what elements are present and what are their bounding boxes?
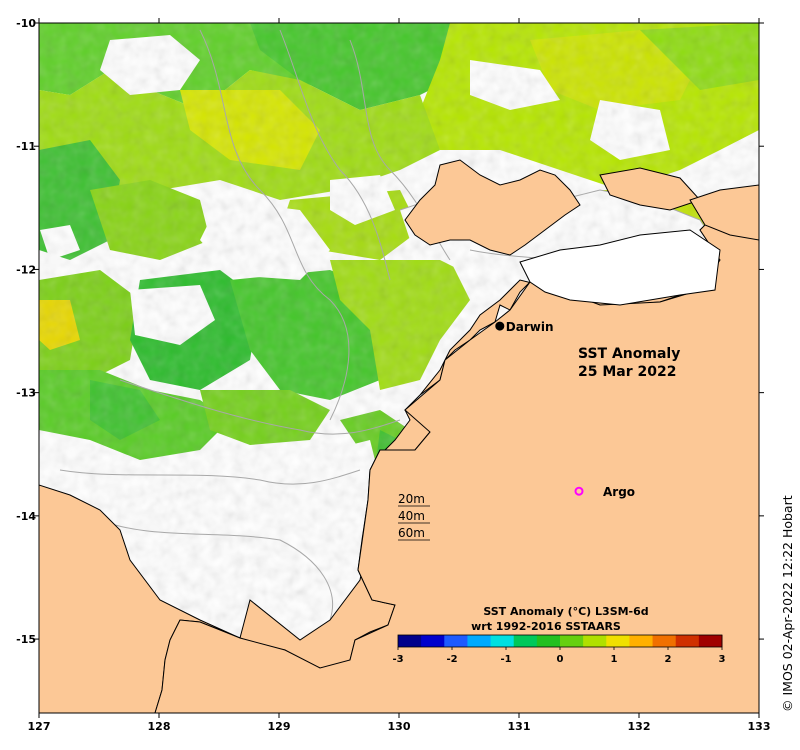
y-axis: -10 -11 -12 -13 -14 -15 — [16, 17, 764, 646]
y-tick-label: -10 — [16, 17, 36, 30]
colorbar-swatch — [675, 635, 700, 647]
croker-island — [599, 167, 701, 211]
colorbar-swatch — [583, 635, 607, 647]
land — [39, 159, 759, 713]
map-markers: Darwin Argo — [495, 320, 635, 499]
y-tick-label: -13 — [16, 387, 36, 400]
darwin-marker — [495, 321, 505, 331]
bathurst-coast — [519, 229, 721, 306]
colorbar-swatches — [398, 635, 723, 647]
colorbar-tick-label: 1 — [611, 654, 618, 665]
colorbar-swatch — [606, 635, 630, 647]
colorbar-swatch — [444, 635, 468, 647]
darwin-label: Darwin — [506, 320, 554, 334]
x-axis: 127 128 129 130 131 132 133 — [28, 18, 771, 733]
colorbar-swatch — [467, 635, 492, 647]
colorbar-tick-label: 0 — [557, 654, 564, 665]
colorbar-tick-label: -3 — [392, 654, 403, 665]
coburg-peninsula — [404, 159, 581, 256]
argo-label: Argo — [603, 485, 635, 499]
colorbar-swatch — [490, 635, 515, 647]
colorbar-swatch — [629, 635, 654, 647]
colorbar-swatch — [560, 635, 584, 647]
depth-label-20m: 20m — [398, 492, 425, 506]
colorbar-title-line1: SST Anomaly (°C) L3SM-6d — [483, 605, 648, 618]
depth-legend: 20m 40m 60m — [398, 492, 430, 541]
colorbar-title-line2: wrt 1992-2016 SSTAARS — [471, 620, 621, 633]
colorbar-tick-label: 2 — [665, 654, 672, 665]
y-tick-label: -14 — [16, 510, 36, 523]
colorbar-swatch — [652, 635, 677, 647]
colorbar-tick-label: 3 — [719, 654, 726, 665]
isobaths — [39, 29, 701, 621]
x-tick-label: 129 — [268, 720, 291, 733]
y-tick-label: -15 — [16, 633, 36, 646]
colorbar-tick-label: -2 — [446, 654, 457, 665]
x-tick-label: 130 — [388, 720, 411, 733]
colorbar-swatch — [513, 635, 538, 647]
depth-label-40m: 40m — [398, 509, 425, 523]
x-tick-label: 128 — [148, 720, 171, 733]
argo-float-marker — [574, 486, 584, 496]
colorbar-swatch — [398, 635, 422, 647]
y-tick-label: -11 — [16, 140, 36, 153]
colorbar-tick-label: -1 — [500, 654, 511, 665]
x-tick-label: 132 — [628, 720, 651, 733]
depth-label-60m: 60m — [398, 526, 425, 540]
x-tick-label: 133 — [748, 720, 771, 733]
imos-credit: © IMOS 02-Apr-2022 12:22 Hobart — [780, 495, 795, 712]
plot-area: Darwin Argo SST Anomaly 25 Mar 2022 20m 4… — [39, 23, 759, 713]
x-tick-label: 127 — [28, 720, 51, 733]
colorbar-swatch — [536, 635, 561, 647]
colorbar-swatch — [698, 635, 723, 647]
x-tick-label: 131 — [508, 720, 531, 733]
colorbar: SST Anomaly (°C) L3SM-6d wrt 1992-2016 S… — [392, 605, 725, 665]
colorbar-ticks: -3 -2 -1 0 1 2 3 — [392, 647, 726, 665]
map-title-line2: 25 Mar 2022 — [578, 364, 676, 380]
colorbar-swatch — [421, 635, 445, 647]
map-title-line1: SST Anomaly — [578, 346, 680, 362]
y-tick-label: -12 — [16, 263, 36, 276]
east-landmass — [689, 184, 759, 241]
